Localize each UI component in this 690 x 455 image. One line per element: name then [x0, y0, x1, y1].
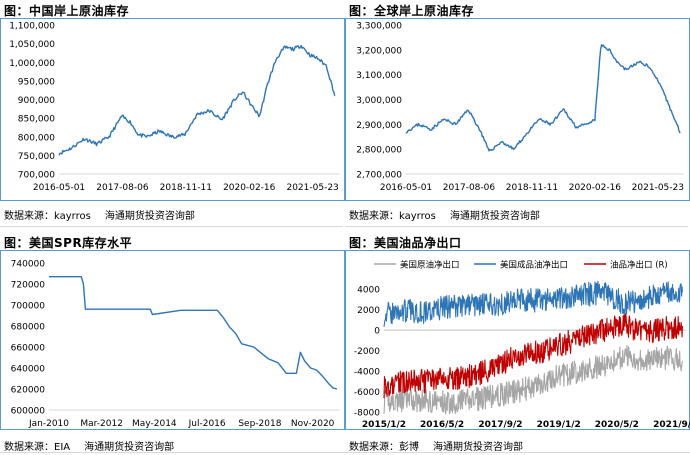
y-tick-label: 720000 [11, 281, 46, 291]
source-name: 彭博 [399, 442, 419, 453]
y-tick-label: -4000 [354, 368, 380, 378]
chart-frame: 2,700,000 2,800,000 2,900,000 3,000,000 3,10… [345, 18, 690, 201]
x-tick-label: 2017-08-06 [443, 183, 496, 193]
chart-frame: -8000 -6000 -4000 -2000 0 2000 4000 2015/1/2 201… [345, 250, 690, 430]
series-line [49, 276, 338, 390]
x-tick-label: May-2014 [132, 419, 177, 429]
legend-label: 美国成品油净出口 [500, 260, 568, 271]
x-tick-label: 2017-08-06 [96, 183, 149, 193]
y-tick-label: 680000 [11, 323, 46, 333]
y-tick-label: -2000 [354, 347, 380, 357]
x-tick-label: 2020-02-16 [569, 183, 622, 193]
chart-us-oil-net-exports: -8000 -6000 -4000 -2000 0 2000 4000 2015/1/2 201… [354, 260, 690, 431]
x-tick-label: 2021-05-23 [286, 183, 338, 193]
x-tick-label: 2018-11-11 [160, 183, 212, 193]
x-tick-label: Jul-2016 [188, 419, 226, 429]
source-institution: 海通期货投资咨询部 [84, 442, 175, 453]
chart-title: 图：美国SPR库存水平 [4, 236, 133, 250]
series-line [405, 44, 681, 152]
chart-frame: 600000 620000 640000 660000 680000 700000 7200… [0, 250, 345, 430]
chart-global-onshore-crude: 2,700,000 2,800,000 2,900,000 3,000,000 3,10… [356, 22, 684, 193]
source-institution: 海通期货投资咨询部 [104, 211, 195, 222]
legend-label: 美国原油净出口 [400, 260, 460, 271]
panel-global-onshore-crude: 图：全球岸上原油库存 2,700,000 2,800,000 2,900,000 3,… [345, 0, 690, 227]
divider [345, 226, 688, 227]
y-tick-label: 0 [374, 327, 380, 337]
y-tick-label: 620000 [11, 386, 46, 396]
source-label: 数据来源： [349, 211, 399, 222]
chart-title: 图：中国岸上原油库存 [4, 4, 130, 18]
source-label: 数据来源： [4, 211, 54, 222]
y-tick-label: 1,000,000 [9, 59, 55, 69]
y-tick-label: 600000 [11, 407, 46, 417]
x-tick-label: 2015/1/2 [362, 420, 406, 430]
y-tick-label: 900,000 [18, 96, 55, 106]
panel-us-oil-net-exports: 图：美国油品净出口 -8000 -6000 -4000 -2000 0 2000 4000 2… [345, 232, 690, 455]
y-tick-label: 640000 [11, 365, 46, 375]
source-label: 数据来源： [4, 442, 54, 453]
series-line [383, 280, 683, 327]
y-tick-label: 750,000 [18, 152, 55, 162]
panel-china-onshore-crude: 图：中国岸上原油库存 700,000 750,000 800,000 850,000 9… [0, 0, 345, 227]
panel-us-spr-level: 图：美国SPR库存水平 600000 620000 640000 660000 6800… [0, 232, 345, 455]
source-note: 数据来源：kayrros 海通期货投资咨询部 [349, 207, 540, 222]
y-tick-label: 2000 [357, 306, 380, 316]
y-tick-label: 3,200,000 [356, 46, 402, 56]
source-institution: 海通期货投资咨询部 [433, 442, 523, 453]
x-tick-label: 2021-05-23 [632, 183, 684, 193]
x-tick-label: 2017/9/2 [478, 420, 522, 430]
y-tick-label: -8000 [354, 409, 380, 419]
source-name: EIA [54, 442, 71, 453]
y-tick-label: 950,000 [18, 77, 55, 87]
series-line [58, 44, 336, 156]
y-tick-label: 850,000 [18, 115, 55, 125]
y-tick-label: 2,800,000 [356, 146, 402, 156]
source-institution: 海通期货投资咨询部 [449, 211, 540, 222]
source-label: 数据来源： [349, 442, 399, 453]
chart-title: 图：美国油品净出口 [349, 236, 462, 250]
chart-us-spr-level: 600000 620000 640000 660000 680000 700000 7200… [11, 260, 339, 429]
source-note: 数据来源：彭博 海通期货投资咨询部 [349, 438, 523, 453]
y-tick-label: 700,000 [18, 171, 55, 181]
source-name: kayrros [399, 211, 436, 222]
divider [0, 452, 690, 453]
x-tick-label: Nov-2020 [291, 419, 335, 429]
chart-frame: 700,000 750,000 800,000 850,000 900,000 950,0… [0, 18, 345, 201]
y-tick-label: -6000 [354, 388, 380, 398]
x-tick-label: 2018-11-11 [506, 183, 558, 193]
chart-title: 图：全球岸上原油库存 [349, 4, 475, 18]
x-tick-label: 2016/5/2 [420, 420, 464, 430]
x-tick-label: Jan-2010 [28, 419, 69, 429]
x-tick-label: 2019/1/2 [537, 420, 581, 430]
series-line [383, 313, 683, 399]
y-tick-label: 3,000,000 [356, 96, 402, 106]
y-tick-label: 740000 [11, 260, 46, 270]
legend-label: 油品净出口 (R) [610, 260, 668, 271]
x-tick-label: 2016-05-01 [33, 183, 85, 193]
divider [0, 226, 343, 227]
series-line [383, 345, 683, 415]
y-tick-label: 3,100,000 [356, 71, 402, 81]
y-tick-label: 4000 [357, 286, 380, 296]
y-tick-label: 700000 [11, 302, 46, 312]
source-note: 数据来源：EIA 海通期货投资咨询部 [4, 438, 174, 453]
x-tick-label: 2021/9/2 [653, 420, 690, 430]
chart-china-onshore-crude: 700,000 750,000 800,000 850,000 900,000 950,0… [9, 22, 339, 193]
y-tick-label: 2,900,000 [356, 121, 402, 131]
y-tick-label: 660000 [11, 344, 46, 354]
source-name: kayrros [54, 211, 91, 222]
y-tick-label: 1,050,000 [9, 40, 55, 50]
y-tick-label: 2,700,000 [356, 171, 402, 181]
y-tick-label: 800,000 [18, 133, 55, 143]
x-tick-label: 2016-05-01 [380, 183, 432, 193]
x-tick-label: 2020/5/2 [595, 420, 639, 430]
source-note: 数据来源：kayrros 海通期货投资咨询部 [4, 207, 195, 222]
y-tick-label: 3,300,000 [356, 22, 402, 32]
x-tick-label: Mar-2012 [80, 419, 123, 429]
y-tick-label: 1,100,000 [9, 22, 55, 32]
x-tick-label: 2020-02-16 [223, 183, 276, 193]
x-tick-label: Sep-2018 [238, 419, 281, 429]
